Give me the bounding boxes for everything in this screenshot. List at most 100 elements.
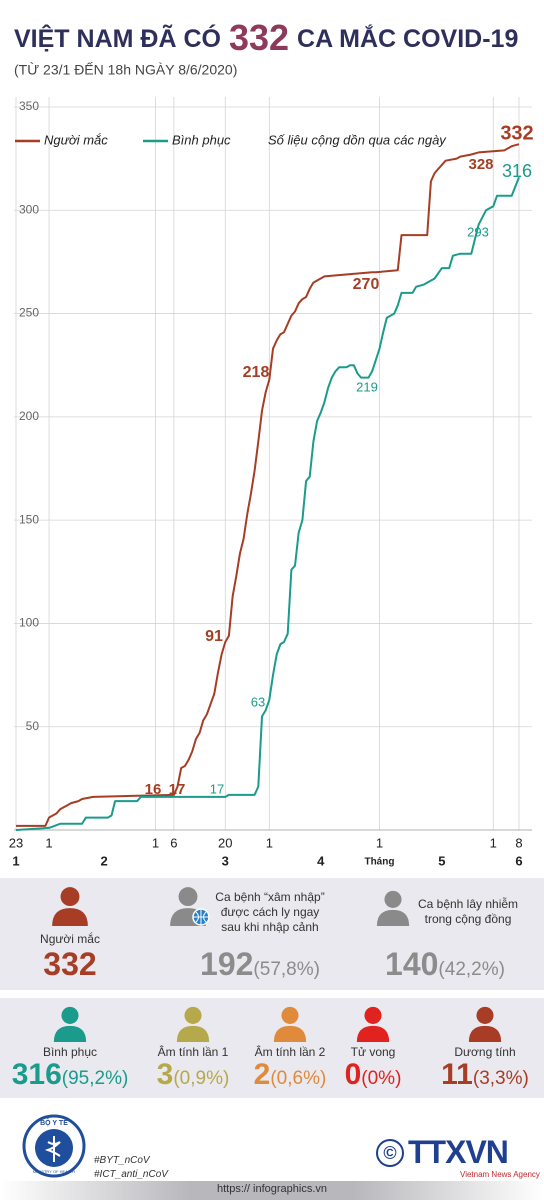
data-label: 316	[502, 161, 532, 181]
stat-value: 192	[200, 946, 254, 982]
stat-value: 11	[441, 1058, 473, 1091]
data-label: 63	[251, 694, 265, 709]
data-label: 328	[468, 156, 493, 173]
hashtag: #ICT_anti_nCoV	[94, 1169, 168, 1180]
stat-share: (42,2%)	[438, 959, 505, 980]
stat-value: 140	[385, 946, 439, 982]
icon-person	[270, 1004, 310, 1042]
icon-person	[353, 1004, 393, 1042]
label-line: Ca bệnh lây nhiễm	[417, 897, 519, 911]
month-label: 1	[12, 853, 19, 868]
x-tick-label: 1	[376, 835, 383, 850]
icon-person-globe	[165, 884, 210, 926]
label-line: trong cộng đồng	[424, 912, 512, 926]
month-label: 5	[438, 853, 445, 868]
stat-label: Âm tính lần 1	[157, 1045, 229, 1059]
series-line	[15, 176, 520, 831]
stat-label: Bình phục	[42, 1045, 98, 1059]
icon-person	[50, 1004, 90, 1042]
data-label: 91	[205, 628, 223, 645]
summary-band	[0, 878, 544, 990]
stat-value: 0	[344, 1058, 362, 1091]
icon-person	[373, 888, 413, 926]
y-tick-label: 300	[19, 202, 39, 216]
chart: VIỆT NAM ĐÃ CÓ 332 CA MẮC COVID-19 (TỪ 23/…	[9, 17, 534, 869]
ministry-name: BỘ Y TẾ	[40, 1117, 68, 1127]
stat-label: Dương tính	[454, 1045, 516, 1059]
icon-person	[173, 1004, 213, 1042]
ministry-logo: BỘ Y TẾ MINISTRY OF HEALTH	[22, 1114, 86, 1178]
agency-logo: TTXVN	[408, 1134, 509, 1170]
month-label: 4	[317, 853, 325, 868]
data-label: 218	[243, 364, 270, 381]
icon-person	[48, 884, 92, 926]
stat-value-row: 316(95,2%)	[0, 1058, 140, 1092]
stat-share: (3,3%)	[472, 1068, 529, 1089]
stat-label: Tử vong	[350, 1045, 396, 1059]
data-label: 16	[145, 781, 162, 798]
stat-label: Âm tính lần 2	[254, 1045, 326, 1059]
month-label: 2	[100, 853, 107, 868]
stat-share: (57,8%)	[253, 959, 320, 980]
stat-label: Người mắc	[40, 932, 100, 946]
copyright: ©	[376, 1139, 404, 1167]
label-line: sau khi nhập cảnh	[221, 920, 319, 934]
data-label: 17	[169, 781, 186, 798]
footer-bar	[0, 1181, 544, 1200]
subtitle: (TỪ 23/1 ĐẾN 18h NGÀY 8/6/2020)	[14, 62, 237, 78]
title-pre: VIỆT NAM ĐÃ CÓ	[14, 23, 221, 53]
data-label: 219	[356, 379, 378, 394]
x-tick-label: 1	[266, 835, 273, 850]
y-tick-label: 150	[19, 512, 39, 526]
legend-label: Người mắc	[44, 132, 108, 147]
agency-name: Vietnam News Agency	[460, 1170, 540, 1179]
chart-note: Số liệu cộng dồn qua các ngày	[268, 132, 447, 147]
ministry-name-en: MINISTRY OF HEALTH	[33, 1169, 75, 1174]
y-tick-label: 200	[19, 409, 39, 423]
stat-value-row: 2(0,6%)	[220, 1058, 360, 1092]
x-tick-label: 1	[152, 835, 159, 850]
stat-value-row: 192(57,8%)	[170, 946, 350, 983]
stat-share: (0,9%)	[173, 1068, 230, 1089]
x-tick-label: 20	[218, 835, 232, 850]
stat-value: 316	[11, 1058, 62, 1091]
y-tick-label: 50	[26, 719, 40, 733]
x-tick-label: 8	[515, 835, 522, 850]
x-tick-label: 23	[9, 835, 23, 850]
label-line: Ca bệnh “xâm nhập”	[215, 890, 325, 904]
title-post: CA MẮC COVID-19	[297, 23, 518, 53]
stat-value-row: 11(3,3%)	[415, 1058, 544, 1092]
month-label: 3	[222, 853, 229, 868]
data-label: 293	[467, 224, 489, 239]
y-tick-label: 100	[19, 616, 39, 630]
series-line	[16, 143, 520, 827]
data-label: 332	[500, 122, 533, 144]
stat-label: Ca bệnh “xâm nhập” được cách ly ngay sau k…	[205, 890, 335, 935]
y-tick-label: 350	[19, 99, 39, 113]
stat-value-row: 3(0,9%)	[123, 1058, 263, 1092]
stat-share: (0%)	[361, 1068, 402, 1089]
data-label: 17	[210, 781, 224, 796]
hashtags: #BYT_nCoV #ICT_anti_nCoV	[94, 1154, 168, 1182]
x-tick-label: 6	[170, 835, 177, 850]
label-line: được cách ly ngay	[220, 905, 320, 919]
stat-value: 2	[253, 1058, 271, 1091]
title-number: 332	[229, 17, 289, 58]
stat-value: 3	[156, 1058, 174, 1091]
detail-band	[0, 998, 544, 1098]
stat-share: (0,6%)	[270, 1068, 327, 1089]
month-label: Tháng	[364, 857, 394, 868]
stat-label: Ca bệnh lây nhiễm trong cộng đồng	[408, 897, 528, 927]
stat-value-row: 140(42,2%)	[355, 946, 535, 983]
legend-label: Bình phục	[172, 132, 231, 147]
hashtag: #BYT_nCoV	[94, 1155, 150, 1166]
title: VIỆT NAM ĐÃ CÓ 332 CA MẮC COVID-19	[14, 17, 518, 58]
stat-value-row: 0(0%)	[303, 1058, 443, 1092]
month-label: 6	[515, 853, 522, 868]
y-tick-label: 250	[19, 306, 39, 320]
data-label: 270	[353, 276, 380, 293]
footer-url: https:// infographics.vn	[216, 1183, 328, 1195]
stat-value: 332	[43, 946, 97, 982]
icon-person	[465, 1004, 505, 1042]
